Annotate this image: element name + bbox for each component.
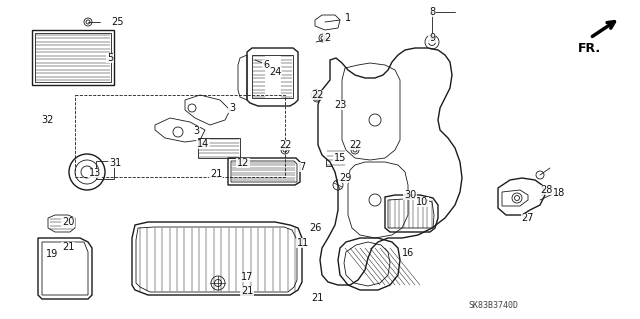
- Text: 19: 19: [46, 249, 58, 259]
- Text: 11: 11: [297, 238, 309, 248]
- Text: 32: 32: [42, 115, 54, 125]
- Text: 24: 24: [269, 67, 281, 77]
- Text: 3: 3: [193, 126, 199, 136]
- Polygon shape: [318, 48, 462, 285]
- Text: 16: 16: [402, 248, 414, 258]
- Bar: [326, 150, 346, 166]
- Text: 27: 27: [522, 213, 534, 223]
- Text: 9: 9: [429, 33, 435, 43]
- Text: 23: 23: [334, 100, 346, 110]
- Text: 22: 22: [311, 90, 323, 100]
- Text: 30: 30: [404, 190, 416, 200]
- Text: 2: 2: [324, 33, 330, 43]
- Text: 8: 8: [429, 7, 435, 17]
- Text: 18: 18: [553, 188, 565, 198]
- Bar: [96, 161, 114, 179]
- Bar: [75, 95, 285, 177]
- Text: FR.: FR.: [578, 42, 601, 55]
- Text: 29: 29: [339, 173, 351, 183]
- Text: SK83B3740D: SK83B3740D: [468, 300, 518, 309]
- Text: 21: 21: [210, 169, 222, 179]
- Text: 22: 22: [349, 140, 361, 150]
- Text: 12: 12: [237, 158, 249, 168]
- Bar: [198, 138, 240, 158]
- Text: 25: 25: [112, 17, 124, 27]
- Text: 7: 7: [299, 162, 305, 172]
- Text: 13: 13: [89, 168, 101, 178]
- Text: 22: 22: [279, 140, 291, 150]
- Text: 20: 20: [62, 217, 74, 227]
- Text: 6: 6: [263, 60, 269, 70]
- Text: 15: 15: [334, 153, 346, 163]
- Text: 21: 21: [62, 242, 74, 252]
- Text: 10: 10: [416, 197, 428, 207]
- Text: 21: 21: [311, 293, 323, 303]
- Text: 14: 14: [197, 139, 209, 149]
- Text: 17: 17: [241, 272, 253, 282]
- Text: 26: 26: [309, 223, 321, 233]
- Text: 1: 1: [345, 13, 351, 23]
- Text: 3: 3: [229, 103, 235, 113]
- Text: 21: 21: [241, 286, 253, 296]
- Bar: [35, 33, 111, 82]
- Text: 31: 31: [109, 158, 121, 168]
- Bar: [32, 30, 114, 85]
- Text: 28: 28: [540, 185, 552, 195]
- Text: 5: 5: [107, 53, 113, 63]
